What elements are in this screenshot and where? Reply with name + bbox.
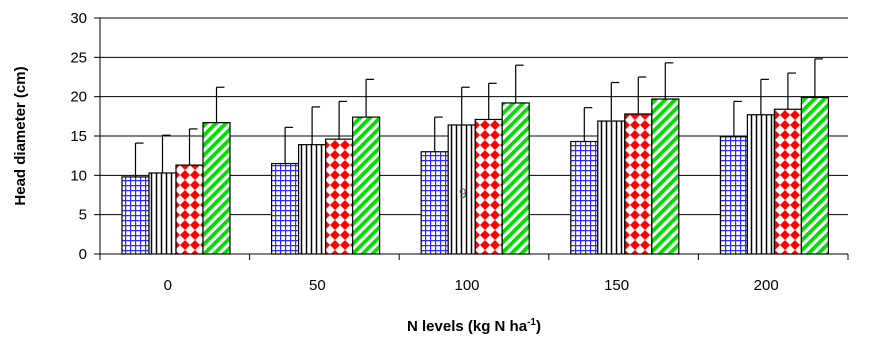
y-tick-label: 0 (79, 246, 87, 263)
bar (420, 151, 449, 255)
error-bars (134, 58, 823, 177)
x-ticks: 0 50 100 150 200 (99, 254, 849, 294)
x-tick-label: 200 (754, 277, 779, 294)
bar (325, 138, 354, 255)
bar (298, 144, 327, 255)
stray-text: 9 (459, 185, 467, 201)
x-axis-title-sup: -1 (527, 317, 536, 328)
bar (597, 120, 626, 255)
y-ticks: 0 5 10 15 20 25 30 (70, 10, 100, 263)
y-tick-label: 10 (70, 167, 87, 184)
bar (624, 113, 653, 255)
bar (800, 96, 830, 255)
bar (773, 108, 803, 255)
x-axis-title-main: N levels (kg N ha (407, 318, 528, 335)
bar (651, 98, 680, 255)
x-tick-label: 150 (604, 277, 629, 294)
y-tick-label: 30 (70, 10, 87, 27)
x-tick-label: 100 (454, 277, 479, 294)
x-axis-title-end: ) (536, 318, 541, 335)
bar (501, 102, 530, 255)
x-tick-label: 50 (309, 277, 326, 294)
x-axis-title: N levels (kg N ha-1) (407, 317, 541, 335)
bar (570, 140, 599, 255)
x-tick-label: 0 (164, 277, 172, 294)
bar (474, 118, 503, 255)
bar (175, 164, 204, 255)
bar (352, 116, 381, 255)
y-tick-label: 5 (79, 207, 87, 224)
y-axis-title: Head diameter (cm) (12, 66, 29, 205)
bar (746, 114, 776, 255)
bars (121, 96, 830, 255)
bar (271, 162, 300, 255)
bar (719, 136, 749, 255)
y-tick-label: 25 (70, 49, 87, 66)
bar (148, 172, 177, 255)
bar (202, 122, 231, 255)
bar (121, 176, 150, 255)
y-tick-label: 20 (70, 89, 87, 106)
y-tick-label: 15 (70, 128, 87, 145)
